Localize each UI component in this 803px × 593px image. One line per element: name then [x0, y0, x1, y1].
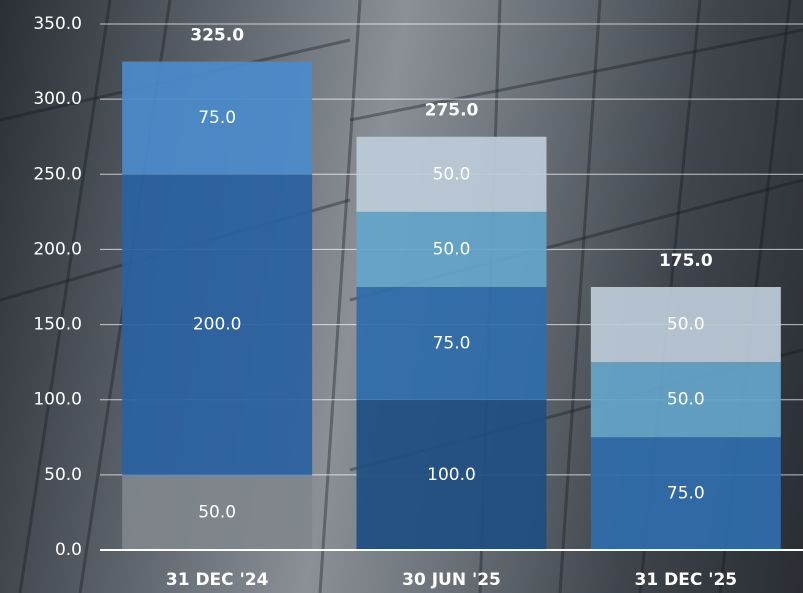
bar-segment: [122, 61, 313, 175]
segment-label: 100.0: [427, 465, 476, 485]
segment-label: 50.0: [433, 239, 471, 259]
y-tick-label: 350.0: [33, 14, 82, 34]
y-tick-label: 0.0: [55, 540, 82, 560]
segment-label: 200.0: [193, 315, 242, 335]
bar-segment: [122, 474, 313, 550]
segment-label: 50.0: [198, 502, 236, 522]
total-label: 175.0: [659, 251, 713, 271]
x-tick-label: 30 JUN '25: [402, 570, 501, 590]
bar-segment: [356, 211, 547, 287]
y-tick-label: 100.0: [33, 390, 82, 410]
y-tick-label: 150.0: [33, 315, 82, 335]
y-tick-label: 200.0: [33, 239, 82, 259]
total-label: 325.0: [190, 26, 244, 46]
y-tick-label: 250.0: [33, 164, 82, 184]
bar-segment: [356, 136, 547, 212]
bar-segment: [590, 287, 781, 363]
bar-segment: [590, 437, 781, 550]
bar-segment: [122, 174, 313, 475]
y-tick-label: 50.0: [44, 465, 82, 485]
x-tick-label: 31 DEC '24: [166, 570, 269, 590]
bar-segment: [590, 362, 781, 438]
segment-label: 50.0: [667, 390, 705, 410]
total-label: 275.0: [425, 101, 479, 121]
segment-label: 50.0: [667, 315, 705, 335]
segment-label: 50.0: [433, 164, 471, 184]
x-tick-label: 31 DEC '25: [635, 570, 738, 590]
bar-segment: [356, 287, 547, 400]
segment-label: 75.0: [433, 333, 471, 353]
y-tick-label: 300.0: [33, 89, 82, 109]
segment-label: 75.0: [667, 484, 705, 504]
bar-segment: [356, 399, 547, 550]
segment-label: 75.0: [198, 108, 236, 128]
